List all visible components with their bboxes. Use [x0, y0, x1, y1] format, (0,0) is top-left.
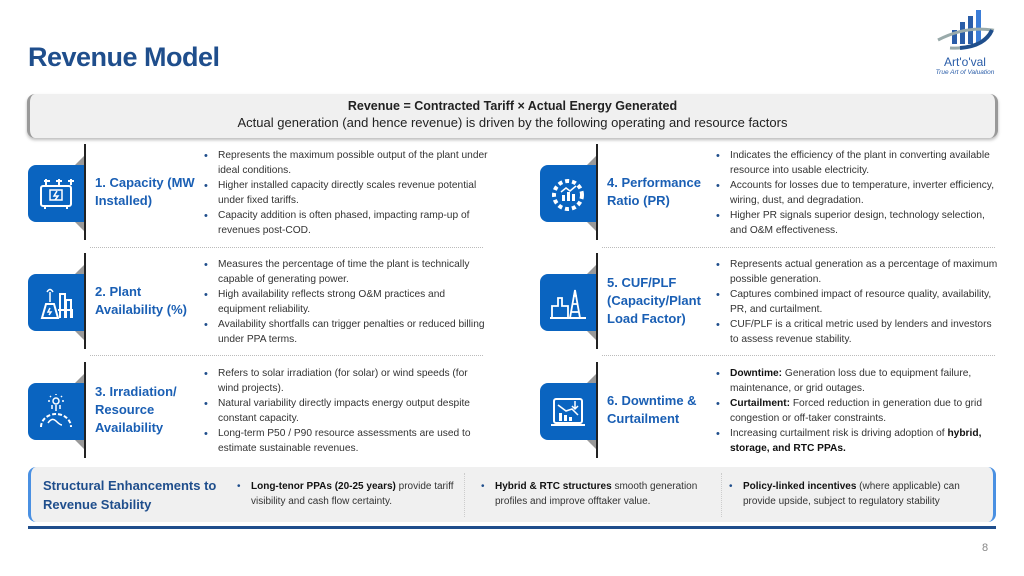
divider: [464, 473, 465, 517]
revenue-formula: Revenue = Contracted Tariff × Actual Ene…: [347, 99, 678, 113]
factor-card: 5. CUF/PLF (Capacity/Plant Load Factor) R…: [540, 253, 1000, 349]
factor-title: 6. Downtime & Curtailment: [607, 393, 697, 426]
globe-sun-icon: [40, 393, 72, 427]
factor-card: 3. Irradiation/ Resource Availability Ref…: [28, 362, 488, 458]
bullet-item: Represents the maximum possible output o…: [204, 149, 489, 178]
logo-tagline: True Art of Valuation: [935, 69, 995, 76]
factor-bullets: Downtime: Generation loss due to equipme…: [716, 367, 1001, 457]
factor-bullets: Measures the percentage of time the plan…: [204, 258, 489, 348]
bullet-item: Captures combined impact of resource qua…: [716, 288, 1001, 317]
power-plant-icon: [40, 288, 73, 319]
factor-card: 6. Downtime & Curtailment Downtime: Gener…: [540, 362, 1000, 458]
bullet-item: Accounts for losses due to temperature, …: [716, 179, 1001, 208]
company-logo: Art'o'val True Art of Valuation: [925, 8, 1005, 78]
bullet-item: Higher PR signals superior design, techn…: [716, 209, 1001, 238]
footer-rule: [28, 526, 996, 529]
divider: [602, 355, 995, 356]
factor-title: 3. Irradiation/ Resource Availability: [95, 384, 177, 435]
bullet-item: Measures the percentage of time the plan…: [204, 258, 489, 287]
factor-title: 2. Plant Availability (%): [95, 284, 187, 317]
divider: [602, 247, 995, 248]
factor-bullets: Represents actual generation as a percen…: [716, 258, 1001, 348]
logo-bars-icon: [937, 10, 995, 50]
factor-icon-box: [28, 165, 84, 222]
bullet-item: Availability shortfalls can trigger pena…: [204, 318, 489, 347]
enhancements-title: Structural Enhancements to Revenue Stabi…: [43, 478, 217, 512]
solar-inverter-icon: [40, 178, 74, 209]
factor-bullets: Represents the maximum possible output o…: [204, 149, 489, 239]
declining-chart-icon: [551, 397, 585, 426]
enhancement-item: Policy-linked incentives (where applicab…: [729, 480, 991, 509]
banner-subtitle: Actual generation (and hence revenue) is…: [237, 115, 788, 130]
bullet-item: CUF/PLF is a critical metric used by len…: [716, 318, 1001, 347]
factor-icon-box: [540, 165, 596, 222]
bullet-item: Curtailment: Forced reduction in generat…: [716, 397, 1001, 426]
factor-icon-box: [540, 383, 596, 440]
enhancement-item: Hybrid & RTC structures smooth generatio…: [481, 480, 721, 509]
divider: [90, 355, 483, 356]
factor-card: 4. Performance Ratio (PR) Indicates the e…: [540, 144, 1000, 240]
factor-icon-box: [28, 274, 84, 331]
factor-icon-box: [28, 383, 84, 440]
logo-name: Art'o'val: [944, 55, 986, 69]
divider: [721, 473, 722, 517]
factory-tower-icon: [550, 289, 586, 319]
factor-card: 1. Capacity (MW Installed) Represents the…: [28, 144, 488, 240]
bullet-item: High availability reflects strong O&M pr…: [204, 288, 489, 317]
factor-title: 1. Capacity (MW Installed): [95, 175, 195, 208]
bullet-item: Refers to solar irradiation (for solar) …: [204, 367, 489, 396]
factor-bullets: Indicates the efficiency of the plant in…: [716, 149, 1001, 239]
formula-banner: Revenue = Contracted Tariff × Actual Ene…: [27, 94, 998, 138]
factor-card: 2. Plant Availability (%) Measures the pe…: [28, 253, 488, 349]
bullet-item: Downtime: Generation loss due to equipme…: [716, 367, 1001, 396]
factor-title: 4. Performance Ratio (PR): [607, 175, 701, 208]
bullet-item: Represents actual generation as a percen…: [716, 258, 1001, 287]
enhancement-item: Long-tenor PPAs (20-25 years) provide ta…: [237, 480, 477, 509]
bullet-item: Higher installed capacity directly scale…: [204, 179, 489, 208]
bullet-item: Long-term P50 / P90 resource assessments…: [204, 427, 489, 456]
structural-enhancements-box: Structural Enhancements to Revenue Stabi…: [28, 467, 996, 522]
factor-bullets: Refers to solar irradiation (for solar) …: [204, 367, 489, 457]
page-title: Revenue Model: [28, 42, 220, 72]
factor-title: 5. CUF/PLF (Capacity/Plant Load Factor): [607, 275, 701, 326]
gauge-chart-icon: [552, 178, 584, 211]
bullet-item: Indicates the efficiency of the plant in…: [716, 149, 1001, 178]
bullet-item: Natural variability directly impacts ene…: [204, 397, 489, 426]
page-number: 8: [982, 542, 989, 554]
divider: [90, 247, 483, 248]
factor-icon-box: [540, 274, 596, 331]
bullet-item: Increasing curtailment risk is driving a…: [716, 427, 1001, 456]
bullet-item: Capacity addition is often phased, impac…: [204, 209, 489, 238]
